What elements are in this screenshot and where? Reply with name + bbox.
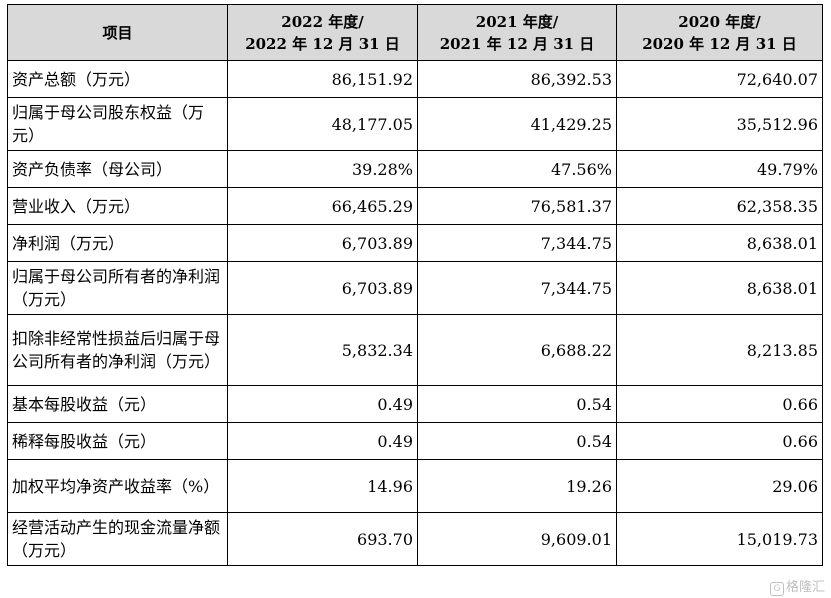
row-label: 基本每股收益（元） [7, 385, 228, 423]
row-label: 营业收入（万元） [7, 187, 228, 225]
cell-2020: 29.06 [616, 459, 823, 513]
cell-2021: 47.56% [417, 150, 617, 188]
header-year-2020: 2020 年度/ 2020 年 12 月 31 日 [616, 4, 823, 61]
cell-2020: 72,640.07 [616, 60, 823, 98]
header-year-2021: 2021 年度/ 2021 年 12 月 31 日 [417, 4, 617, 61]
table-row: 归属于母公司股东权益（万元） 48,177.05 41,429.25 35,51… [7, 97, 823, 151]
cell-2022: 14.96 [227, 459, 418, 513]
cell-2020: 0.66 [616, 385, 823, 423]
cell-2020: 35,512.96 [616, 97, 823, 151]
header-row: 项目 2022 年度/ 2022 年 12 月 31 日 2021 年度/ 20… [7, 4, 823, 61]
cell-2021: 86,392.53 [417, 60, 617, 98]
row-label: 稀释每股收益（元） [7, 422, 228, 460]
cell-2022: 5,832.34 [227, 314, 418, 386]
row-label: 归属于母公司所有者的净利润（万元） [7, 261, 228, 315]
cell-2021: 6,688.22 [417, 314, 617, 386]
cell-2022: 6,703.89 [227, 261, 418, 315]
cell-2020: 8,213.85 [616, 314, 823, 386]
cell-2020: 62,358.35 [616, 187, 823, 225]
header-year-2021-line2: 2021 年 12 月 31 日 [439, 34, 595, 53]
header-item: 项目 [7, 4, 228, 61]
row-label: 扣除非经常性损益后归属于母公司所有者的净利润（万元） [7, 314, 228, 386]
row-label: 资产负债率（母公司） [7, 150, 228, 188]
cell-2022: 0.49 [227, 385, 418, 423]
cell-2022: 0.49 [227, 422, 418, 460]
cell-2021: 7,344.75 [417, 224, 617, 262]
row-label: 资产总额（万元） [7, 60, 228, 98]
row-label: 归属于母公司股东权益（万元） [7, 97, 228, 151]
table-row: 营业收入（万元） 66,465.29 76,581.37 62,358.35 [7, 187, 823, 225]
row-label: 经营活动产生的现金流量净额（万元） [7, 512, 228, 566]
header-year-2021-line1: 2021 年度/ [475, 12, 559, 31]
row-label: 加权平均净资产收益率（%） [7, 459, 228, 513]
table-row: 稀释每股收益（元） 0.49 0.54 0.66 [7, 422, 823, 460]
cell-2022: 86,151.92 [227, 60, 418, 98]
table-row: 扣除非经常性损益后归属于母公司所有者的净利润（万元） 5,832.34 6,68… [7, 314, 823, 386]
watermark-text: 格隆汇 [785, 580, 825, 595]
row-label: 净利润（万元） [7, 224, 228, 262]
header-year-2022: 2022 年度/ 2022 年 12 月 31 日 [227, 4, 418, 61]
cell-2022: 48,177.05 [227, 97, 418, 151]
watermark: G 格隆汇 [769, 576, 825, 596]
header-year-2020-line2: 2020 年 12 月 31 日 [642, 34, 797, 53]
table-row: 资产负债率（母公司） 39.28% 47.56% 49.79% [7, 150, 823, 188]
cell-2021: 9,609.01 [417, 512, 617, 566]
cell-2021: 7,344.75 [417, 261, 617, 315]
cell-2021: 0.54 [417, 422, 617, 460]
cell-2021: 76,581.37 [417, 187, 617, 225]
table-row: 归属于母公司所有者的净利润（万元） 6,703.89 7,344.75 8,63… [7, 261, 823, 315]
cell-2020: 0.66 [616, 422, 823, 460]
table-row: 净利润（万元） 6,703.89 7,344.75 8,638.01 [7, 224, 823, 262]
cell-2022: 693.70 [227, 512, 418, 566]
table-row: 资产总额（万元） 86,151.92 86,392.53 72,640.07 [7, 60, 823, 98]
table-row: 基本每股收益（元） 0.49 0.54 0.66 [7, 385, 823, 423]
header-year-2022-line1: 2022 年度/ [281, 12, 364, 31]
table-row: 经营活动产生的现金流量净额（万元） 693.70 9,609.01 15,019… [7, 512, 823, 566]
cell-2021: 0.54 [417, 385, 617, 423]
header-year-2020-line1: 2020 年度/ [678, 12, 761, 31]
cell-2022: 66,465.29 [227, 187, 418, 225]
cell-2020: 8,638.01 [616, 224, 823, 262]
cell-2020: 8,638.01 [616, 261, 823, 315]
cell-2020: 15,019.73 [616, 512, 823, 566]
cell-2020: 49.79% [616, 150, 823, 188]
table-row: 加权平均净资产收益率（%） 14.96 19.26 29.06 [7, 459, 823, 513]
cell-2022: 39.28% [227, 150, 418, 188]
financial-data-table: 项目 2022 年度/ 2022 年 12 月 31 日 2021 年度/ 20… [7, 4, 823, 566]
header-year-2022-line2: 2022 年 12 月 31 日 [245, 34, 400, 53]
cell-2021: 19.26 [417, 459, 617, 513]
cell-2022: 6,703.89 [227, 224, 418, 262]
gelonghui-logo-icon: G [769, 582, 784, 596]
cell-2021: 41,429.25 [417, 97, 617, 151]
